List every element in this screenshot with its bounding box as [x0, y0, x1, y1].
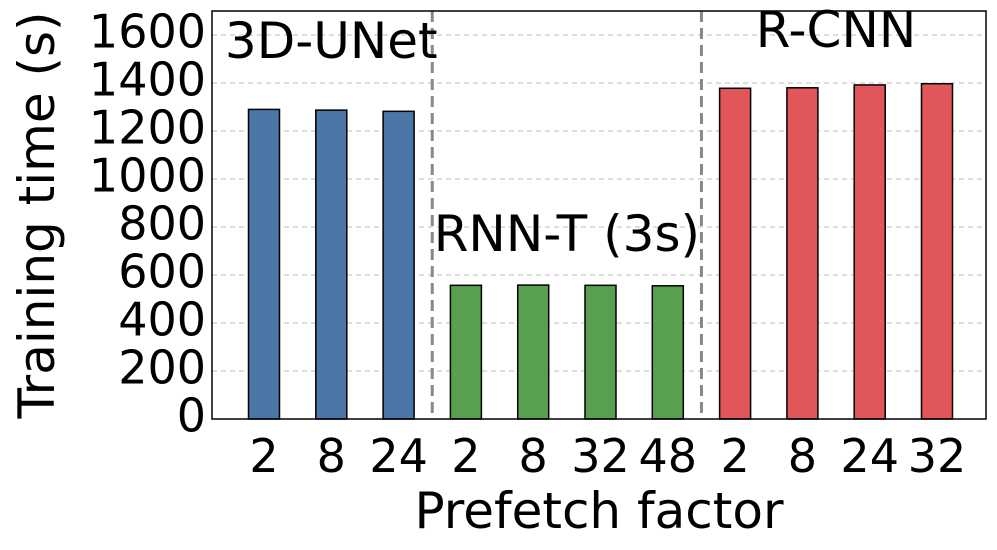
bar	[584, 284, 617, 420]
bar	[247, 108, 281, 420]
y-tick-label: 1200	[89, 101, 206, 155]
x-tick-label: 24	[369, 429, 428, 483]
bar	[315, 109, 348, 420]
y-tick-label: 1600	[89, 5, 206, 59]
bar	[651, 285, 685, 420]
x-tick-label: 8	[317, 429, 346, 483]
x-tick-label: 2	[249, 429, 278, 483]
bar	[920, 82, 954, 420]
x-tick-labels: 2 8 24 2 8 32 48 2 8 24 32	[249, 429, 966, 483]
group-label: RNN-T (3s)	[434, 205, 700, 263]
bar	[382, 110, 415, 420]
x-tick-label: 2	[451, 429, 480, 483]
x-tick-label: 24	[840, 429, 899, 483]
y-tick-label: 600	[118, 245, 206, 299]
bar	[853, 84, 886, 420]
group-labels: 3D-UNet RNN-T (3s) R-CNN	[225, 1, 916, 263]
bar	[449, 284, 483, 420]
y-tick-label: 0	[177, 389, 206, 443]
x-tick-label: 48	[639, 429, 698, 483]
y-tick-label: 200	[118, 341, 206, 395]
x-tick-label: 32	[908, 429, 967, 483]
bar	[516, 284, 550, 420]
group-separators	[430, 11, 703, 419]
bar	[786, 87, 819, 420]
y-tick-label: 1400	[89, 53, 206, 107]
group-label: R-CNN	[756, 1, 916, 59]
y-tick-label: 800	[118, 197, 206, 251]
bar	[718, 87, 752, 420]
x-axis-label: Prefetch factor	[414, 482, 783, 540]
y-axis-label: Training time (s)	[8, 11, 66, 419]
x-tick-label: 8	[788, 429, 817, 483]
group-label: 3D-UNet	[225, 12, 438, 70]
x-tick-label: 2	[720, 429, 749, 483]
y-tick-label: 1000	[89, 149, 206, 203]
y-tick-label: 400	[118, 293, 206, 347]
x-tick-label: 32	[571, 429, 630, 483]
x-tick-label: 8	[519, 429, 548, 483]
bars	[247, 82, 954, 420]
plot-frame	[211, 10, 987, 420]
